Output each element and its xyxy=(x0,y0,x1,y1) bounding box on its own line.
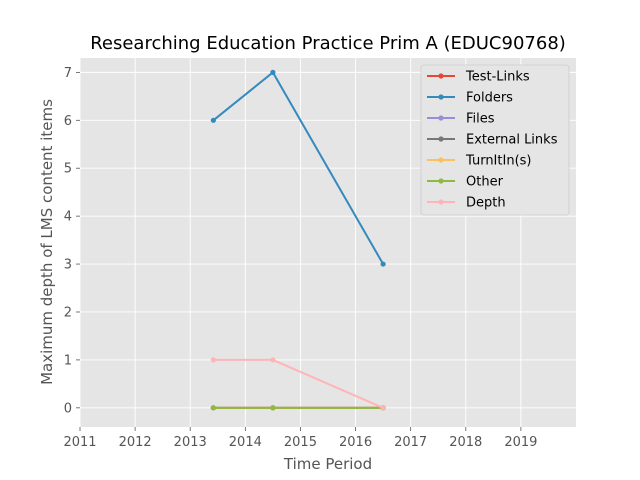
x-tick-label: 2011 xyxy=(63,435,96,450)
legend-marker xyxy=(438,178,444,184)
x-tick-label: 2019 xyxy=(504,435,537,450)
data-point-other xyxy=(210,405,216,411)
x-tick-label: 2017 xyxy=(394,435,427,450)
legend-item-other: Other xyxy=(427,175,504,190)
legend-marker xyxy=(438,73,444,79)
legend-item-files: Files xyxy=(427,112,495,127)
legend-label: Depth xyxy=(466,196,506,211)
x-tick-label: 2018 xyxy=(449,435,482,450)
series-folders xyxy=(210,69,386,267)
legend-item-test-links: Test-Links xyxy=(427,70,530,85)
x-tick-label: 2012 xyxy=(119,435,152,450)
legend-marker xyxy=(438,157,444,163)
y-tick-label: 4 xyxy=(64,210,72,225)
legend-marker xyxy=(438,199,444,205)
legend-box xyxy=(420,64,570,216)
data-point-folders xyxy=(210,117,216,123)
legend-label: Folders xyxy=(466,91,513,106)
x-tick-label: 2015 xyxy=(284,435,317,450)
legend-marker xyxy=(438,136,444,142)
legend-marker xyxy=(438,94,444,100)
x-tick-label: 2013 xyxy=(174,435,207,450)
data-point-folders xyxy=(380,261,386,267)
legend-item-external-links: External Links xyxy=(427,133,558,148)
data-point-depth xyxy=(380,405,386,411)
y-tick-label: 2 xyxy=(64,305,72,320)
legend-item-depth: Depth xyxy=(427,196,506,211)
x-tick-label: 2014 xyxy=(229,435,262,450)
legend-marker xyxy=(438,115,444,121)
legend-item-folders: Folders xyxy=(427,91,513,106)
x-axis-label: Time Period xyxy=(283,455,372,473)
legend-label: External Links xyxy=(466,133,558,148)
x-tick-labels: 2011 2012 2013 2014 2015 2016 2017 2018 2019 xyxy=(63,427,537,450)
data-point-folders xyxy=(270,69,276,75)
x-tick-label: 2016 xyxy=(339,435,372,450)
data-point-other xyxy=(270,405,276,411)
y-tick-label: 3 xyxy=(64,258,72,273)
y-tick-label: 7 xyxy=(64,66,72,81)
y-tick-label: 6 xyxy=(64,114,72,129)
y-tick-label: 0 xyxy=(64,401,72,416)
series-layer xyxy=(210,69,386,411)
data-point-depth xyxy=(270,357,276,363)
legend-label: Test-Links xyxy=(465,70,530,85)
y-axis-label: Maximum depth of LMS content items xyxy=(38,99,56,385)
series-depth xyxy=(210,357,386,411)
data-point-depth xyxy=(210,357,216,363)
legend-item-turnitin-s: TurnItIn(s) xyxy=(427,154,531,169)
legend-label: Other xyxy=(466,175,504,190)
y-tick-labels: 0 1 2 3 4 5 6 7 xyxy=(64,66,80,416)
legend-label: TurnItIn(s) xyxy=(465,154,531,169)
legend-label: Files xyxy=(466,112,495,127)
y-tick-label: 5 xyxy=(64,162,72,177)
legend: Test-Links Folders Files External Links Turn… xyxy=(420,64,570,216)
y-tick-label: 1 xyxy=(64,353,72,368)
chart-title: Researching Education Practice Prim A (E… xyxy=(90,33,566,54)
